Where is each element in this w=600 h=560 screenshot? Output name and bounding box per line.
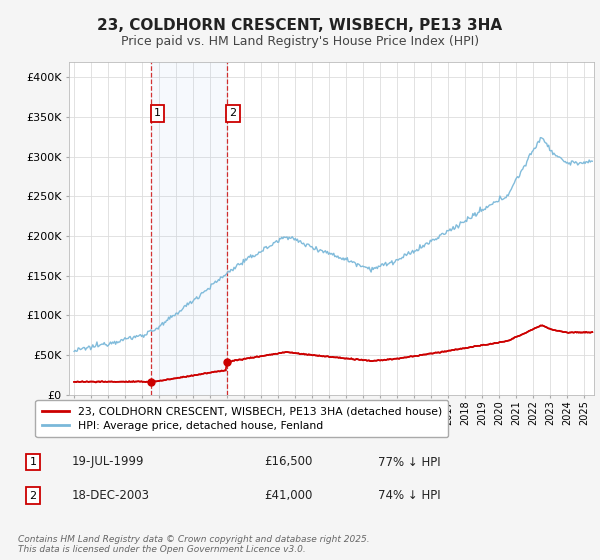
Text: 23, COLDHORN CRESCENT, WISBECH, PE13 3HA: 23, COLDHORN CRESCENT, WISBECH, PE13 3HA xyxy=(97,18,503,32)
Text: Price paid vs. HM Land Registry's House Price Index (HPI): Price paid vs. HM Land Registry's House … xyxy=(121,35,479,49)
Text: 2: 2 xyxy=(229,108,236,118)
Text: £41,000: £41,000 xyxy=(264,489,313,502)
Text: 77% ↓ HPI: 77% ↓ HPI xyxy=(378,455,440,469)
Bar xyxy=(151,62,226,395)
Text: Contains HM Land Registry data © Crown copyright and database right 2025.
This d: Contains HM Land Registry data © Crown c… xyxy=(18,535,370,554)
Text: 2: 2 xyxy=(29,491,37,501)
Text: 1: 1 xyxy=(29,457,37,467)
Text: 1: 1 xyxy=(154,108,161,118)
Text: 19-JUL-1999: 19-JUL-1999 xyxy=(72,455,145,469)
Text: 18-DEC-2003: 18-DEC-2003 xyxy=(72,489,150,502)
Legend: 23, COLDHORN CRESCENT, WISBECH, PE13 3HA (detached house), HPI: Average price, d: 23, COLDHORN CRESCENT, WISBECH, PE13 3HA… xyxy=(35,400,448,437)
Text: £16,500: £16,500 xyxy=(264,455,313,469)
Text: 74% ↓ HPI: 74% ↓ HPI xyxy=(378,489,440,502)
